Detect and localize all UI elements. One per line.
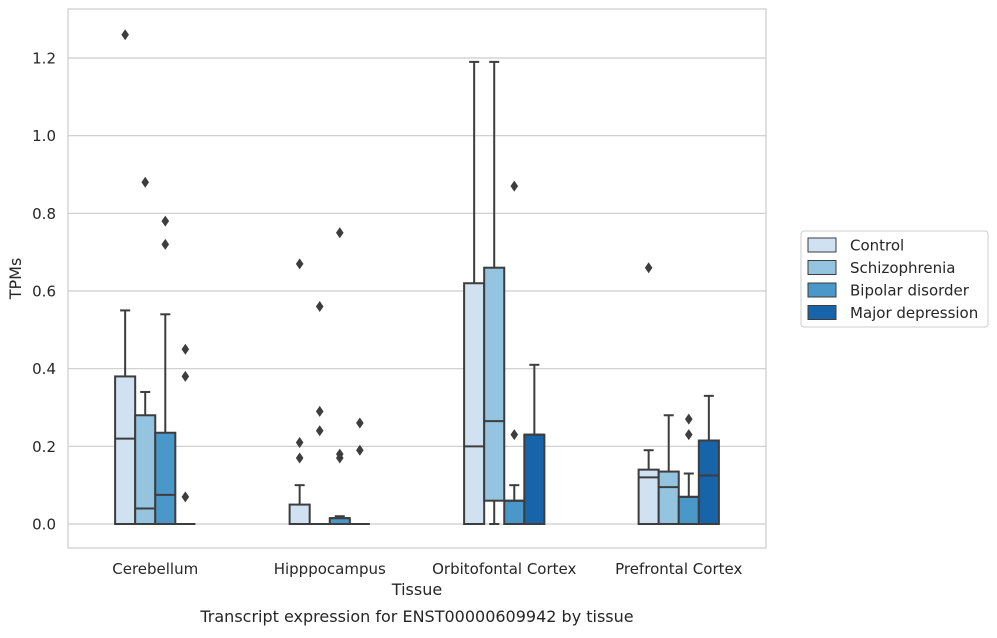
x-axis-label: Tissue xyxy=(391,580,442,599)
outlier-point xyxy=(315,405,324,417)
legend-label: Control xyxy=(850,237,904,255)
outlier-point xyxy=(356,444,364,456)
outlier-point xyxy=(644,262,653,274)
box-body xyxy=(523,433,546,525)
plot-frame xyxy=(67,8,767,549)
legend-swatch xyxy=(807,305,837,320)
box-body xyxy=(677,495,700,526)
outlier-point xyxy=(181,370,190,382)
box-major-depression xyxy=(175,343,196,525)
box-bipolar-disorder xyxy=(503,180,526,526)
box-control xyxy=(637,262,660,525)
box-bipolar-disorder xyxy=(677,413,700,526)
legend-box xyxy=(800,230,989,328)
grid-lines xyxy=(68,57,766,525)
box-schizophrenia xyxy=(309,301,330,525)
outlier-point xyxy=(335,448,344,460)
outlier-point xyxy=(356,417,364,429)
x-tick-label: Hipppocampus xyxy=(274,560,386,578)
box-major-depression xyxy=(697,394,720,525)
box-body xyxy=(288,503,311,526)
y-tick-label: 0.2 xyxy=(32,438,56,456)
x-tick-label: Orbitofontal Cortex xyxy=(432,560,576,578)
x-tick-label: Prefrontal Cortex xyxy=(615,560,742,578)
legend-label: Bipolar disorder xyxy=(850,282,970,300)
boxes xyxy=(114,29,720,526)
y-tick-label: 0.0 xyxy=(32,516,56,534)
box-major-depression xyxy=(523,363,546,525)
outlier-point xyxy=(315,301,324,313)
legend-label: Major depression xyxy=(850,304,978,322)
outlier-point xyxy=(121,29,129,41)
box-control xyxy=(463,60,486,525)
legend-swatch xyxy=(807,237,837,253)
box-control xyxy=(288,258,311,526)
legend: Control Schizophrenia Bipolar disorder Majo… xyxy=(800,230,989,328)
box-bipolar-disorder xyxy=(328,227,351,525)
box-schizophrenia xyxy=(657,414,680,526)
x-axis: Cerebellum Hipppocampus Orbitofontal Corte… xyxy=(112,560,742,578)
y-tick-label: 0.6 xyxy=(32,283,56,301)
outlier-point xyxy=(161,238,170,250)
outlier-point xyxy=(335,227,344,239)
box-body xyxy=(503,499,526,526)
y-tick-label: 0.4 xyxy=(32,360,56,378)
chart-caption: Transcript expression for ENST0000060994… xyxy=(199,607,633,626)
legend-label: Schizophrenia xyxy=(850,259,955,277)
box-body xyxy=(483,266,506,502)
legend-swatch xyxy=(807,282,837,298)
box-body xyxy=(463,282,486,525)
y-tick-label: 0.8 xyxy=(32,205,56,223)
box-bipolar-disorder xyxy=(154,215,177,525)
box-body xyxy=(154,431,177,525)
outlier-point xyxy=(684,429,693,441)
box-body xyxy=(114,375,137,525)
outlier-point xyxy=(295,258,304,270)
outlier-point xyxy=(161,215,170,227)
outlier-point xyxy=(315,425,324,437)
box-control xyxy=(114,29,137,525)
y-axis-label: TPMs xyxy=(6,258,25,301)
outlier-point xyxy=(295,436,304,448)
outlier-point xyxy=(181,343,190,355)
box-body xyxy=(657,470,680,526)
box-major-depression xyxy=(349,417,370,525)
outlier-point xyxy=(510,180,519,192)
legend-swatch xyxy=(807,260,837,275)
outlier-point xyxy=(141,176,150,188)
box-schizophrenia xyxy=(134,176,157,525)
outlier-point xyxy=(684,413,693,425)
box-schizophrenia xyxy=(483,60,506,525)
outlier-point xyxy=(510,429,519,441)
box-body xyxy=(697,439,720,525)
x-tick-label: Cerebellum xyxy=(112,560,198,578)
outlier-point xyxy=(181,491,190,503)
y-tick-label: 1.2 xyxy=(32,50,56,68)
y-tick-label: 1.0 xyxy=(32,127,56,145)
y-axis: 0.0 0.2 0.4 0.6 0.8 1.0 1.2 xyxy=(32,50,56,534)
outlier-point xyxy=(295,452,304,464)
